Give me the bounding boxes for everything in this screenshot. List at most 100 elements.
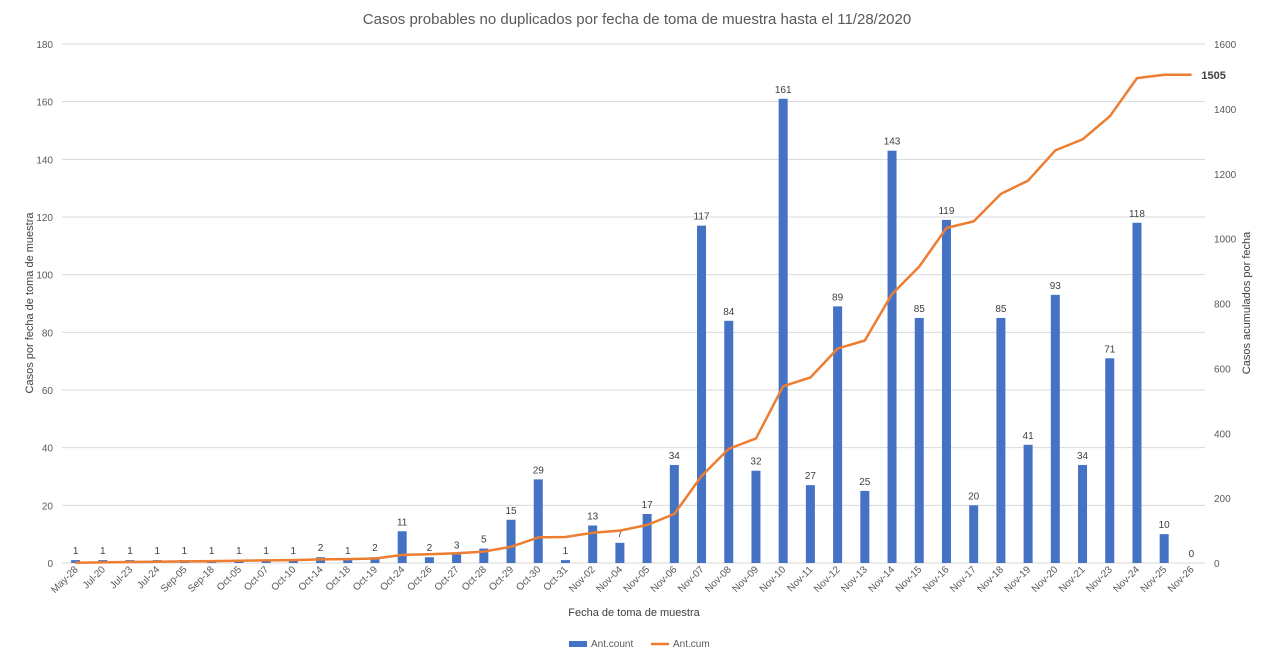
- x-tick-label: Nov-23: [1084, 564, 1115, 595]
- line-point: [619, 530, 621, 532]
- x-tick-label: Nov-10: [758, 564, 789, 595]
- bar-value-label: 7: [617, 529, 623, 540]
- x-tick-label: Oct-14: [297, 564, 326, 593]
- bar: [860, 490, 870, 563]
- bar: [833, 306, 843, 563]
- bar-value-label: 2: [372, 543, 378, 554]
- x-tick-label: Nov-24: [1112, 564, 1143, 595]
- line-point: [156, 561, 158, 563]
- bar: [1132, 222, 1142, 563]
- line-end-label: 1505: [1201, 70, 1225, 82]
- y2-tick-label: 600: [1214, 364, 1231, 375]
- bar-value-label: 85: [914, 304, 926, 315]
- chart-title: Casos probables no duplicados por fecha …: [363, 11, 911, 28]
- bar-value-label: 118: [1129, 209, 1145, 220]
- bar-value-label: 3: [454, 540, 460, 551]
- x-tick-label: Oct-10: [269, 564, 298, 593]
- line-point: [646, 524, 648, 526]
- bar: [588, 525, 598, 563]
- bar-value-label: 15: [505, 506, 517, 517]
- bar: [969, 505, 979, 563]
- line-point: [973, 220, 975, 222]
- line-point: [728, 448, 730, 450]
- y-tick-label: 20: [42, 501, 54, 512]
- line-point: [755, 437, 757, 439]
- line-point: [1109, 115, 1111, 117]
- x-tick-label: May-28: [49, 564, 81, 596]
- bar-value-label: 34: [1077, 451, 1089, 462]
- bar-value-label: 1: [563, 546, 569, 557]
- line-point: [292, 559, 294, 561]
- line-point: [456, 552, 458, 554]
- line-point: [238, 560, 240, 562]
- bar-value-label: 20: [968, 491, 980, 502]
- right-axis-title: Casos acumulados por fecha: [1241, 231, 1253, 374]
- y2-tick-label: 0: [1214, 559, 1220, 570]
- x-tick-label: Oct-28: [460, 564, 489, 593]
- x-tick-label: Nov-20: [1030, 564, 1061, 595]
- line-point: [102, 561, 104, 563]
- x-tick-label: Nov-12: [812, 564, 843, 595]
- bar: [778, 98, 788, 564]
- bar: [996, 317, 1006, 563]
- legend-swatch-ant-count: [569, 641, 587, 647]
- bar-value-label: 161: [775, 85, 792, 96]
- bar-value-label: 85: [995, 304, 1007, 315]
- y2-tick-label: 800: [1214, 300, 1231, 311]
- line-point: [701, 475, 703, 477]
- bar: [914, 317, 924, 563]
- bar: [479, 548, 489, 563]
- line-point: [891, 293, 893, 295]
- x-tick-label: Nov-11: [785, 564, 815, 594]
- bar-value-label: 13: [587, 512, 599, 523]
- bar: [288, 560, 298, 563]
- bar-value-label: 119: [938, 206, 954, 217]
- x-tick-label: Nov-19: [1003, 564, 1034, 595]
- x-tick-label: Oct-19: [351, 564, 380, 593]
- line-point: [374, 557, 376, 559]
- y-tick-label: 180: [36, 40, 53, 51]
- x-tick-label: Nov-08: [703, 564, 734, 595]
- line-point: [320, 558, 322, 560]
- y-tick-label: 40: [42, 444, 54, 455]
- line-point: [537, 536, 539, 538]
- x-tick-label: Oct-27: [433, 564, 462, 593]
- line-point: [1000, 193, 1002, 195]
- bar: [941, 219, 951, 563]
- x-tick-label: Nov-09: [731, 564, 762, 595]
- x-tick-label: Oct-30: [514, 564, 543, 593]
- bar-value-label: 17: [642, 500, 654, 511]
- x-tick-label: Jul-20: [81, 564, 108, 591]
- x-tick-label: Jul-23: [108, 564, 135, 591]
- x-tick-label: Nov-13: [839, 564, 870, 595]
- line-point: [265, 559, 267, 561]
- line-point: [592, 532, 594, 534]
- line-point: [1163, 74, 1165, 76]
- x-tick-label: Nov-04: [594, 564, 625, 595]
- y2-tick-label: 1000: [1214, 235, 1237, 246]
- y-tick-label: 0: [47, 559, 53, 570]
- bar: [642, 513, 652, 563]
- line-point: [673, 513, 675, 515]
- x-tick-label: Nov-02: [567, 564, 598, 595]
- x-tick-label: Nov-26: [1166, 564, 1197, 595]
- bar-value-label: 1: [73, 546, 79, 557]
- bar: [1159, 534, 1169, 563]
- x-tick-label: Oct-26: [406, 564, 435, 593]
- x-tick-label: Oct-29: [487, 564, 516, 593]
- x-tick-label: Nov-05: [622, 564, 653, 595]
- bar: [370, 557, 380, 563]
- bar: [397, 531, 407, 563]
- left-axis-ticks: 0 20 40 60 80 100 120 140 160 180: [36, 40, 53, 570]
- y-tick-label: 100: [36, 271, 53, 282]
- line-point: [809, 376, 811, 378]
- legend-label-ant-count: Ant.count: [591, 639, 633, 650]
- line-point: [510, 546, 512, 548]
- x-tick-label: Nov-18: [975, 564, 1006, 595]
- bar-value-label: 117: [694, 212, 710, 223]
- y2-tick-label: 1400: [1214, 105, 1237, 116]
- x-tick-label: Sep-05: [159, 564, 190, 595]
- right-axis-ticks: 0 200 400 600 800 1000 1200 1400 1600: [1214, 40, 1237, 570]
- x-axis-title: Fecha de toma de muestra: [568, 607, 700, 619]
